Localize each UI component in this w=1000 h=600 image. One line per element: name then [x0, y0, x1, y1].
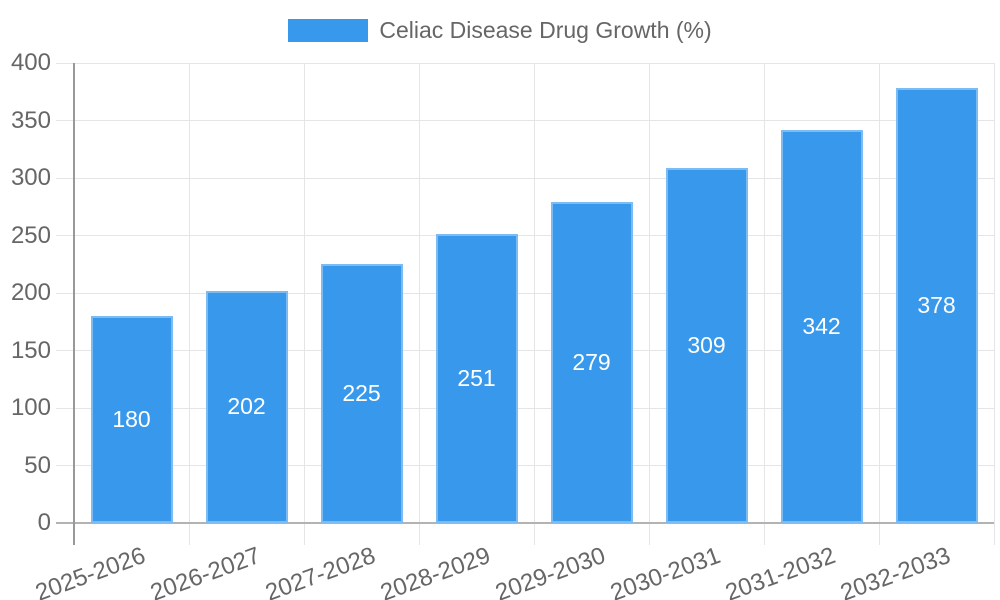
y-tick-label: 300: [10, 164, 51, 191]
legend-item[interactable]: Celiac Disease Drug Growth (%): [288, 17, 712, 44]
bar-value-label: 279: [572, 349, 611, 376]
bar: 202: [205, 290, 288, 523]
gridline-vertical: [303, 63, 305, 545]
gridline-vertical: [533, 63, 535, 545]
x-tick-label: 2030-2031: [606, 542, 724, 600]
bar-value-label: 342: [802, 312, 841, 339]
gridline-horizontal: [56, 177, 994, 179]
bar: 251: [435, 234, 518, 523]
gridline-horizontal: [56, 407, 994, 409]
gridline-vertical: [418, 63, 420, 545]
gridline-vertical: [993, 63, 995, 545]
y-axis-line: [73, 63, 75, 545]
gridline-vertical: [763, 63, 765, 545]
x-axis-line: [56, 522, 994, 524]
bar-value-label: 251: [457, 365, 496, 392]
x-tick-label: 2028-2029: [376, 542, 494, 600]
bar: 309: [665, 167, 748, 523]
bar: 279: [550, 202, 633, 523]
y-tick-label: 50: [24, 451, 51, 479]
y-tick-label: 150: [10, 336, 51, 364]
x-tick-label: 2029-2030: [491, 542, 609, 600]
gridline-vertical: [188, 63, 190, 545]
legend-swatch: [288, 19, 369, 42]
bar-value-label: 378: [917, 292, 956, 319]
bar: 342: [780, 129, 863, 523]
gridline-horizontal: [56, 350, 994, 351]
gridline-horizontal: [56, 465, 994, 466]
y-tick-label: 350: [10, 106, 51, 134]
bar: 225: [320, 264, 403, 523]
gridline-horizontal: [56, 120, 994, 121]
bar-value-label: 180: [112, 406, 151, 432]
legend-label: Celiac Disease Drug Growth (%): [379, 17, 712, 43]
gridline-horizontal: [56, 62, 994, 64]
bar: 180: [90, 316, 173, 523]
x-tick-label: 2026-2027: [146, 542, 264, 600]
bar-value-label: 309: [687, 331, 726, 358]
gridline-vertical: [878, 63, 880, 545]
y-tick-label: 200: [10, 279, 51, 306]
gridline-horizontal: [56, 292, 994, 294]
gridline-vertical: [648, 63, 650, 545]
x-tick-label: 2025-2026: [31, 542, 149, 600]
x-tick-label: 2032-2033: [836, 542, 954, 600]
y-tick-label: 250: [10, 221, 51, 249]
y-tick-label: 100: [10, 394, 51, 421]
bar-value-label: 202: [227, 393, 266, 420]
chart-legend: Celiac Disease Drug Growth (%): [0, 17, 1000, 44]
gridline-horizontal: [56, 235, 994, 236]
bar-value-label: 225: [342, 380, 381, 407]
bar: 378: [895, 88, 978, 523]
x-tick-label: 2031-2032: [721, 542, 839, 600]
y-tick-label: 0: [37, 509, 51, 536]
x-tick-label: 2027-2028: [261, 542, 379, 600]
y-tick-label: 400: [10, 49, 51, 76]
